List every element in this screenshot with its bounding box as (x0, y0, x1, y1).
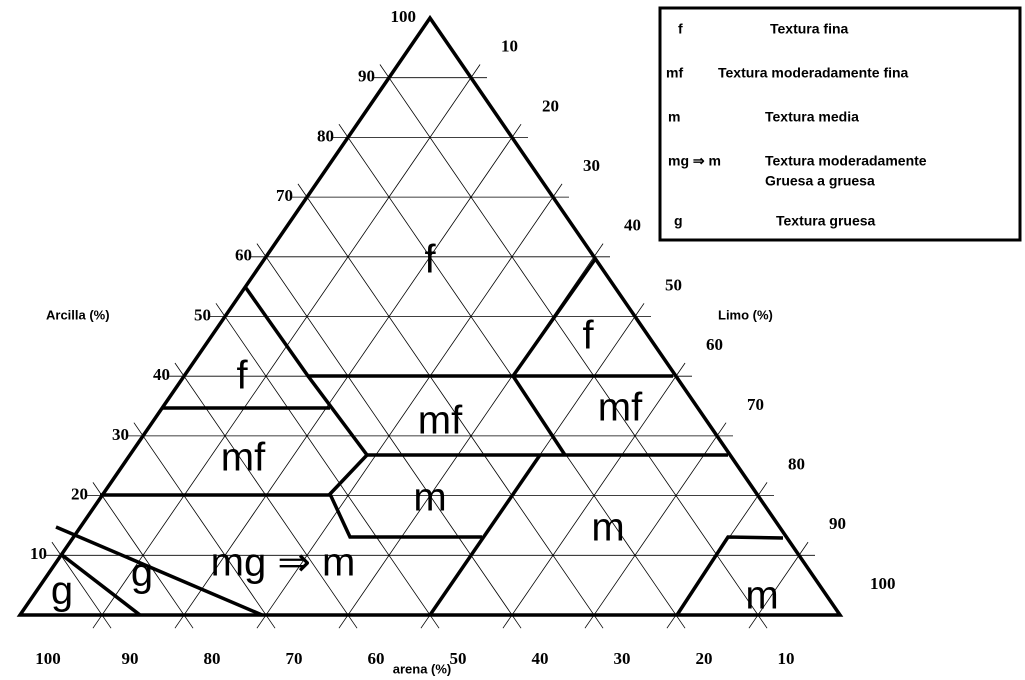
silt-tick-label: 50 (665, 275, 682, 294)
sand-tick-label: 80 (204, 649, 221, 668)
legend-code: m (668, 109, 680, 125)
boundary (55, 525, 263, 617)
silt-tick-label: 70 (747, 395, 764, 414)
silt-tick-label: 100 (870, 574, 896, 593)
clay-tick-label: 100 (391, 7, 417, 26)
grid-line (256, 183, 563, 629)
boundary (244, 286, 673, 378)
legend-box (658, 6, 1022, 242)
region-label: m (745, 574, 778, 618)
grid-line (256, 243, 522, 629)
sand-tick-label: 10 (778, 649, 795, 668)
clay-tick-label: 50 (194, 305, 211, 324)
boundary (60, 553, 142, 617)
boundary (428, 454, 542, 616)
axis-title: Arcilla (%) (46, 307, 110, 322)
silt-tick-label: 80 (788, 455, 805, 474)
region-label: f (424, 238, 436, 282)
region-label: mf (598, 386, 643, 430)
grid-line (584, 422, 727, 629)
boundary (510, 256, 598, 456)
sand-tick-label: 70 (286, 649, 303, 668)
grid-line (215, 303, 440, 629)
legend-code: mf (666, 65, 683, 81)
clay-tick-label: 20 (71, 485, 88, 504)
clay-tick-label: 60 (235, 246, 252, 265)
clay-tick-label: 90 (358, 67, 375, 86)
sand-tick-label: 90 (122, 649, 139, 668)
legend-code: f (678, 21, 683, 37)
legend-text: Textura moderadamente fina (718, 65, 909, 81)
legend-code: mg ⇒ m (668, 153, 721, 169)
sand-tick-label: 50 (450, 649, 467, 668)
legend-code: g (674, 213, 683, 229)
region-label: mf (221, 436, 266, 480)
boundary (675, 535, 784, 616)
legend-text: Gruesa a gruesa (765, 173, 875, 189)
region-label: mg ⇒ m (211, 541, 356, 585)
silt-tick-label: 30 (583, 156, 600, 175)
silt-tick-label: 60 (706, 335, 723, 354)
region-label: mf (418, 399, 463, 443)
region-boundaries (55, 256, 784, 617)
legend-text: Textura media (765, 109, 859, 125)
region-labels: f f f mf mf mf m m mg ⇒ m g g m (51, 238, 779, 618)
axis-title: arena (%) (393, 661, 452, 676)
grid-line (379, 64, 768, 629)
clay-tick-label: 40 (153, 365, 170, 384)
region-label: f (236, 354, 248, 398)
sand-tick-label: 100 (35, 649, 61, 668)
region-label: m (591, 506, 624, 550)
sand-tick-label: 60 (368, 649, 385, 668)
sand-tick-label: 20 (696, 649, 713, 668)
grid-line (297, 183, 604, 629)
clay-tick-label: 80 (317, 126, 334, 145)
sand-tick-label: 30 (614, 649, 631, 668)
clay-tick-label: 30 (112, 425, 129, 444)
legend-text: Textura moderadamente (765, 153, 927, 169)
legend-text: Textura fina (770, 21, 849, 37)
legend: f Textura fina mf Textura moderadamente … (658, 6, 1022, 242)
legend-text: Textura gruesa (776, 213, 876, 229)
region-label: f (582, 314, 594, 358)
grid-line (92, 482, 194, 629)
silt-tick-label: 90 (829, 514, 846, 533)
region-label: m (413, 476, 446, 520)
clay-tick-label: 70 (276, 186, 293, 205)
region-label: g (131, 551, 153, 595)
sand-tick-label: 40 (532, 649, 549, 668)
silt-tick-label: 10 (501, 37, 518, 56)
silt-tick-label: 40 (624, 216, 641, 235)
silt-tick-label: 20 (542, 96, 559, 115)
axis-title: Limo (%) (718, 307, 773, 322)
grid-line (133, 422, 276, 629)
region-label: g (51, 569, 73, 613)
clay-tick-label: 10 (30, 544, 47, 563)
